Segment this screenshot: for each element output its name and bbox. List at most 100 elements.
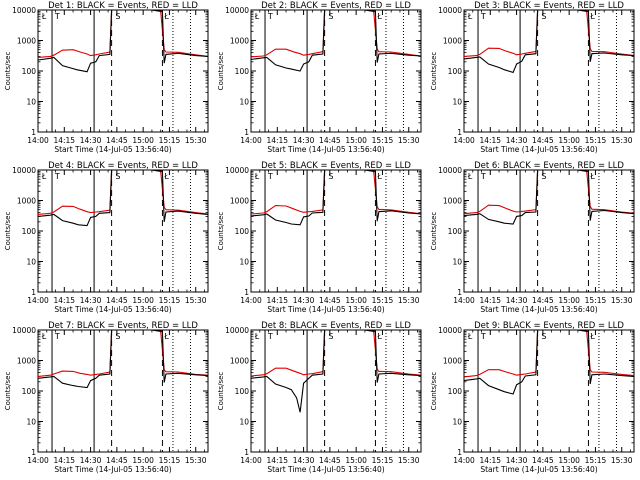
x-tick-label: 15:00 bbox=[132, 456, 154, 465]
marker-glyph: Ł bbox=[589, 172, 595, 181]
plot-frame bbox=[37, 329, 209, 453]
marker-glyph: T bbox=[54, 12, 60, 21]
x-axis-label: Start Time (14-Jul-05 13:56:40) bbox=[54, 465, 171, 474]
x-tick-label: 14:45 bbox=[532, 136, 554, 145]
series-line-lld bbox=[38, 330, 208, 377]
y-tick-label: 10 bbox=[26, 258, 36, 267]
y-tick-label: 10 bbox=[26, 98, 36, 107]
y-tick-label: 100 bbox=[235, 387, 250, 396]
marker-glyph: T bbox=[267, 12, 273, 21]
x-axis-label: Start Time (14-Jul-05 13:56:40) bbox=[480, 465, 597, 474]
y-tick-label: 1000 bbox=[230, 357, 249, 366]
marker-glyph: Ł bbox=[467, 332, 473, 341]
x-tick-label: 14:45 bbox=[532, 456, 554, 465]
marker-glyph: Ł bbox=[163, 12, 169, 21]
y-tick-label: 1 bbox=[244, 448, 249, 457]
x-axis-label: Start Time (14-Jul-05 13:56:40) bbox=[267, 465, 384, 474]
series-line-lld bbox=[251, 330, 421, 377]
x-tick-label: 15:30 bbox=[185, 136, 207, 145]
panel-title: Det 1: BLACK = Events, RED = LLD bbox=[48, 1, 198, 11]
y-axis-label: Counts/sec bbox=[430, 52, 438, 91]
panel-title: Det 3: BLACK = Events, RED = LLD bbox=[474, 1, 624, 11]
marker-glyph: Ł bbox=[376, 332, 382, 341]
y-tick-label: 100 bbox=[22, 227, 37, 236]
x-tick-label: 14:45 bbox=[106, 296, 128, 305]
marker-glyph: S bbox=[541, 12, 546, 21]
y-tick-label: 10 bbox=[239, 258, 249, 267]
plot-frame bbox=[463, 329, 635, 453]
x-tick-label: 15:15 bbox=[372, 296, 394, 305]
x-tick-label: 14:15 bbox=[479, 456, 501, 465]
marker-glyph: Ł bbox=[41, 172, 47, 181]
y-tick-label: 1 bbox=[244, 288, 249, 297]
x-tick-label: 15:15 bbox=[159, 296, 181, 305]
marker-glyph: Ł bbox=[589, 332, 595, 341]
x-tick-label: 15:00 bbox=[558, 456, 580, 465]
x-tick-label: 15:00 bbox=[132, 136, 154, 145]
y-axis-label: Counts/sec bbox=[4, 52, 12, 91]
series-line-events bbox=[38, 170, 208, 227]
series-line-events bbox=[38, 330, 208, 389]
y-tick-label: 10000 bbox=[12, 326, 36, 335]
x-axis-label: Start Time (14-Jul-05 13:56:40) bbox=[267, 305, 384, 314]
x-tick-label: 14:00 bbox=[240, 296, 262, 305]
x-tick-label: 14:00 bbox=[453, 296, 475, 305]
plot-frame bbox=[250, 169, 422, 293]
x-tick-label: 15:00 bbox=[132, 296, 154, 305]
series-line-events bbox=[251, 10, 421, 72]
x-axis-label: Start Time (14-Jul-05 13:56:40) bbox=[480, 145, 597, 154]
series-line-lld bbox=[464, 330, 634, 378]
marker-glyph: Ł bbox=[41, 12, 47, 21]
x-axis-label: Start Time (14-Jul-05 13:56:40) bbox=[267, 145, 384, 154]
y-tick-label: 10 bbox=[239, 98, 249, 107]
x-tick-label: 14:15 bbox=[266, 296, 288, 305]
plot-frame bbox=[250, 329, 422, 453]
x-tick-label: 14:30 bbox=[293, 296, 315, 305]
marker-glyph: Ł bbox=[41, 332, 47, 341]
y-tick-label: 1000 bbox=[17, 357, 36, 366]
y-axis-label: Counts/sec bbox=[4, 372, 12, 411]
panel-title: Det 7: BLACK = Events, RED = LLD bbox=[48, 321, 198, 331]
detector-panel-8: Det 8: BLACK = Events, RED = LLD 1 10 100 10… bbox=[217, 321, 422, 474]
x-tick-label: 14:00 bbox=[453, 136, 475, 145]
detector-panel-7: Det 7: BLACK = Events, RED = LLD 1 10 100 10… bbox=[4, 321, 209, 474]
x-tick-label: 14:30 bbox=[80, 136, 102, 145]
y-tick-label: 10000 bbox=[438, 6, 462, 15]
y-tick-label: 10000 bbox=[225, 166, 249, 175]
detector-panel-6: Det 6: BLACK = Events, RED = LLD 1 10 100 10… bbox=[430, 161, 635, 314]
marker-glyph: S bbox=[115, 12, 120, 21]
x-tick-label: 14:45 bbox=[319, 296, 341, 305]
y-axis-label: Counts/sec bbox=[217, 52, 225, 91]
plot-frame bbox=[463, 9, 635, 133]
series-line-events bbox=[464, 330, 634, 395]
x-tick-label: 15:30 bbox=[185, 456, 207, 465]
y-tick-label: 10000 bbox=[438, 166, 462, 175]
x-tick-label: 14:15 bbox=[479, 136, 501, 145]
panel-title: Det 6: BLACK = Events, RED = LLD bbox=[474, 161, 624, 171]
marker-glyph: Ł bbox=[589, 12, 595, 21]
x-tick-label: 14:45 bbox=[106, 136, 128, 145]
series-line-events bbox=[251, 330, 421, 413]
series-line-lld bbox=[38, 170, 208, 215]
x-tick-label: 14:30 bbox=[506, 456, 528, 465]
x-tick-label: 15:15 bbox=[159, 136, 181, 145]
x-tick-label: 15:15 bbox=[585, 136, 607, 145]
x-tick-label: 15:15 bbox=[372, 456, 394, 465]
x-tick-label: 14:15 bbox=[266, 456, 288, 465]
marker-glyph: S bbox=[115, 332, 120, 341]
marker-glyph: S bbox=[328, 12, 333, 21]
series-line-lld bbox=[464, 170, 634, 215]
x-tick-label: 14:00 bbox=[27, 136, 49, 145]
x-tick-label: 15:15 bbox=[585, 456, 607, 465]
y-tick-label: 100 bbox=[22, 67, 37, 76]
marker-glyph: T bbox=[54, 172, 60, 181]
x-tick-label: 14:30 bbox=[80, 296, 102, 305]
y-tick-label: 10 bbox=[239, 418, 249, 427]
y-tick-label: 10000 bbox=[438, 326, 462, 335]
x-tick-label: 15:30 bbox=[185, 296, 207, 305]
y-tick-label: 1000 bbox=[230, 37, 249, 46]
panel-title: Det 9: BLACK = Events, RED = LLD bbox=[474, 321, 624, 331]
y-tick-label: 1000 bbox=[443, 37, 462, 46]
x-tick-label: 14:45 bbox=[106, 456, 128, 465]
marker-glyph: S bbox=[541, 332, 546, 341]
